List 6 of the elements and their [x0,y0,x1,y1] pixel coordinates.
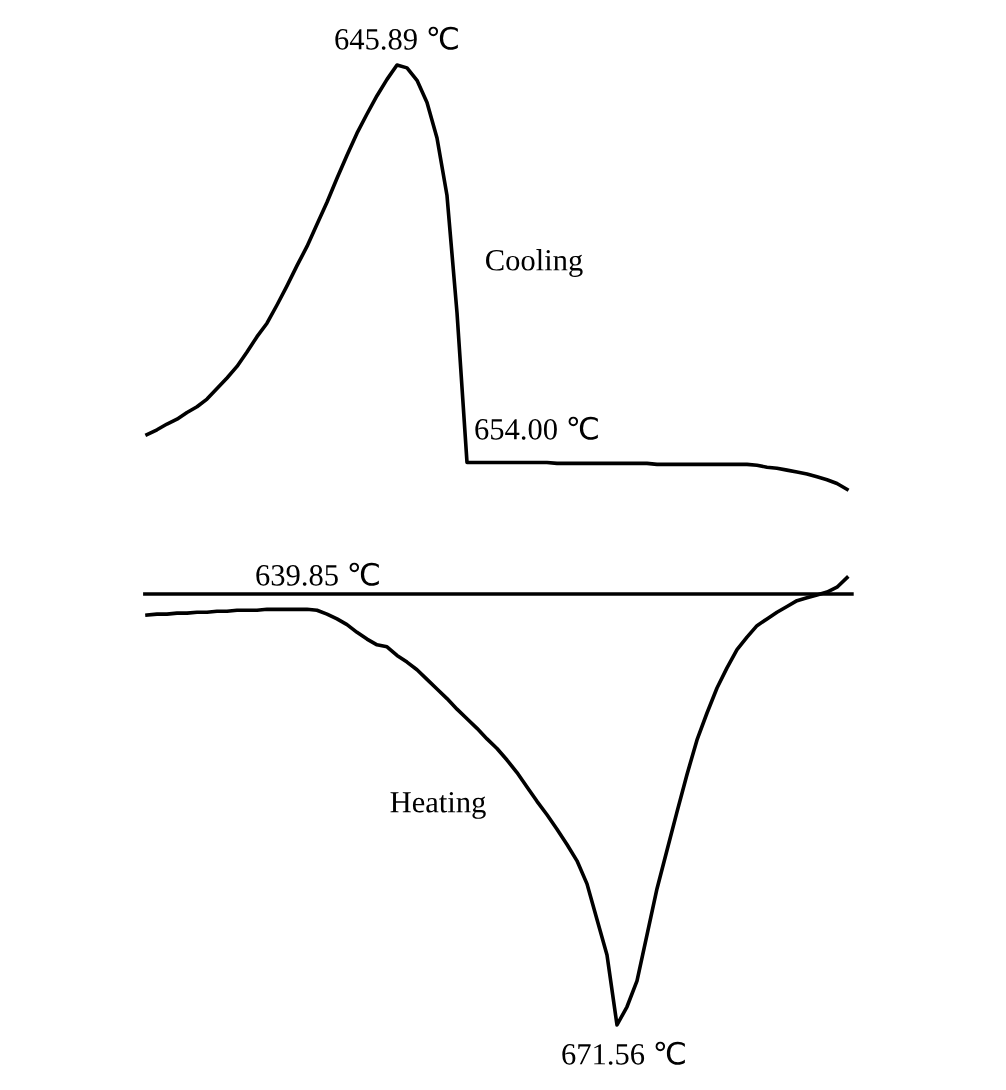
annotation: 639.85 ℃ [256,562,379,586]
annotation: 654.00 ℃ [475,416,598,440]
text: 645.89 ℃ [335,26,458,50]
series-label: Heating [390,792,486,819]
text: 671.56 ℃ [562,1041,685,1065]
series-label: Cooling [486,249,583,277]
